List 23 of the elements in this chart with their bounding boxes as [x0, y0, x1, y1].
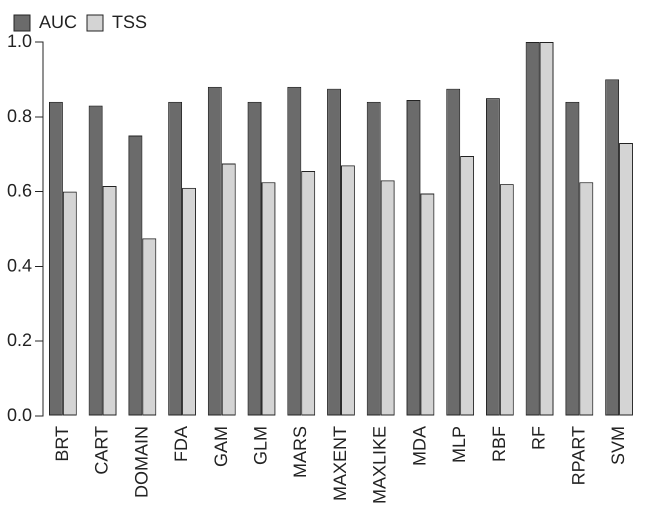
legend-label: TSS	[112, 12, 148, 32]
x-tick-label: MARS	[290, 426, 310, 478]
legend-label: AUC	[39, 12, 78, 32]
x-tick-label: RF	[528, 426, 549, 450]
x-tick-label: SVM	[608, 426, 628, 465]
x-tick-label: MDA	[409, 426, 430, 466]
x-tick-label: FDA	[171, 426, 192, 462]
x-tick-label: GAM	[210, 426, 231, 467]
x-tick-label: DOMAIN	[131, 426, 152, 498]
x-tick-label: MLP	[449, 426, 470, 463]
x-tick-label: CART	[92, 426, 112, 475]
x-tick-label: BRT	[52, 426, 72, 462]
x-tick-label: RPART	[568, 426, 588, 486]
x-tick-label: GLM	[250, 426, 270, 465]
x-tick-label: RBF	[488, 426, 509, 462]
y-tick-label: 0.2	[6, 330, 32, 350]
x-tick-label: MAXENT	[330, 426, 350, 501]
y-tick-label: 0.0	[6, 404, 32, 425]
y-tick-label: 0.8	[6, 106, 32, 126]
x-tick-label: MAXLIKE	[370, 426, 390, 504]
y-tick-label: 0.4	[6, 255, 32, 276]
y-tick-label: 1.0	[6, 30, 32, 51]
y-tick-label: 0.6	[6, 180, 32, 201]
